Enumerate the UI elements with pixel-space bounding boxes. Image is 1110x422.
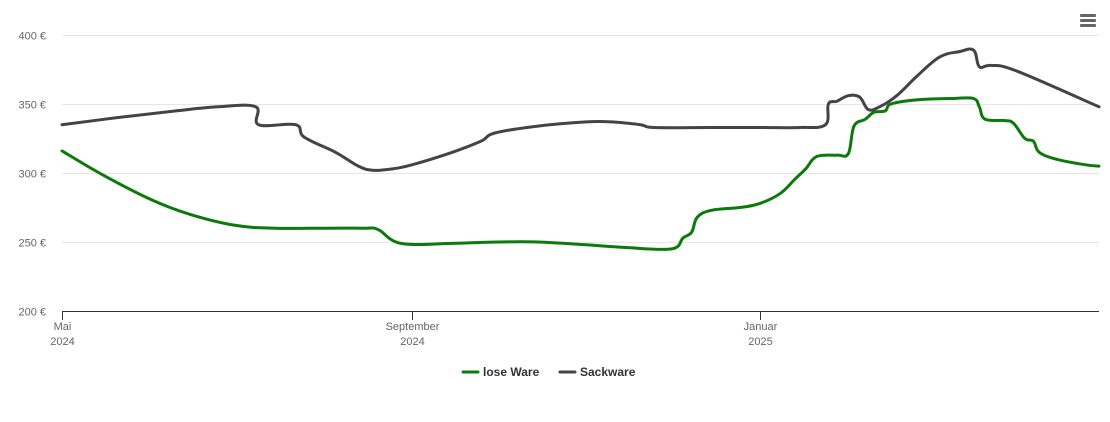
x-tick-label-month: September	[386, 321, 440, 333]
series-line-0[interactable]	[60, 96, 1101, 252]
y-tick-label: 350 €	[18, 100, 46, 112]
y-tick-label: 400 €	[18, 31, 46, 43]
series-lines[interactable]	[60, 47, 1101, 252]
x-tick-label-year: 2025	[748, 336, 772, 348]
x-tick-label-year: 2024	[400, 336, 424, 348]
x-tick-label-month: Mai	[54, 321, 72, 333]
legend-item-1[interactable]: Sackware	[558, 365, 636, 379]
legend-item-0[interactable]: lose Ware	[461, 365, 540, 379]
y-tick-label: 200 €	[18, 307, 46, 319]
x-tick-label-month: Januar	[744, 321, 778, 333]
y-tick-label: 250 €	[18, 238, 46, 250]
legend-label: lose Ware	[483, 365, 540, 379]
legend[interactable]: lose Ware Sackware	[461, 365, 636, 379]
y-tick-label: 300 €	[18, 169, 46, 181]
series-line-1[interactable]	[60, 47, 1101, 172]
x-tick-label-year: 2024	[50, 336, 74, 348]
y-grid-lines	[62, 35, 1099, 243]
hamburger-menu-icon[interactable]	[1076, 10, 1100, 32]
x-axis: Mai 2024 September 2024 Januar 2025	[50, 311, 1099, 348]
y-axis-labels: 200 € 250 € 300 € 350 € 400 €	[18, 31, 46, 319]
legend-label: Sackware	[580, 365, 636, 379]
